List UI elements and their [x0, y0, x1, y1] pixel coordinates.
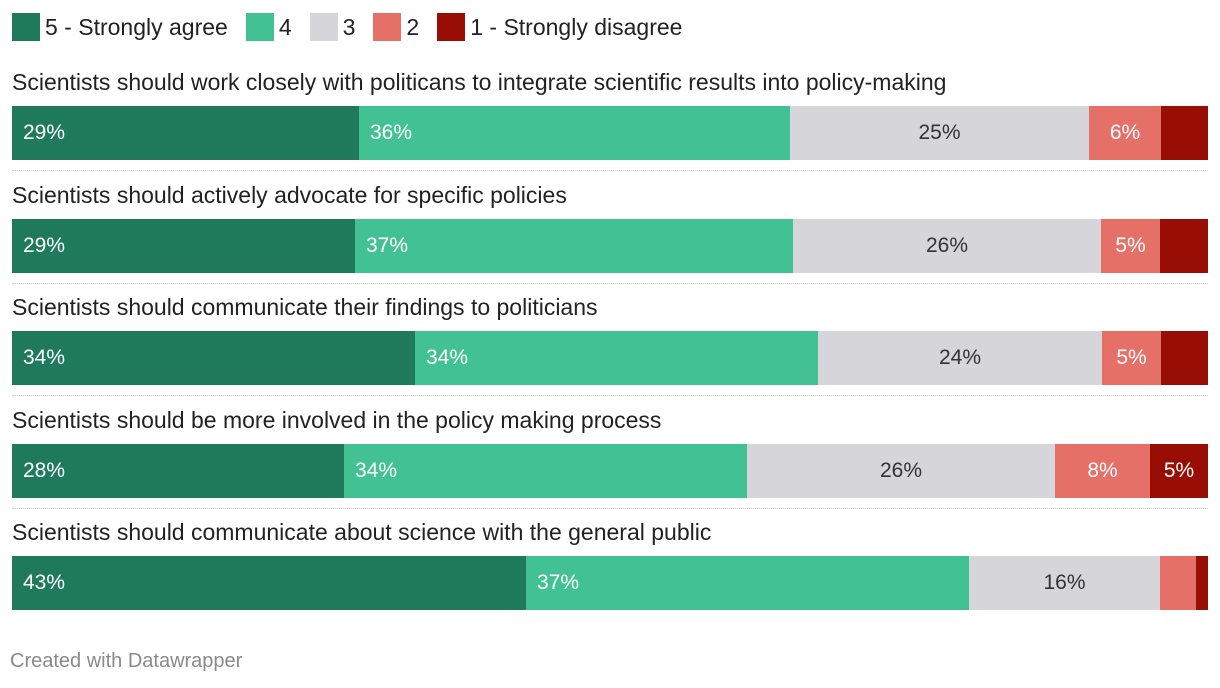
- bar-segment: 5%: [1101, 218, 1160, 273]
- bar-segment: [1161, 106, 1208, 160]
- bar-segment: 6%: [1089, 106, 1161, 160]
- bar-segment: 25%: [790, 106, 1089, 160]
- data-label: 34%: [23, 346, 66, 369]
- bar-segment: 5%: [1150, 443, 1208, 498]
- bar-segment: 43%: [12, 556, 526, 610]
- bar-row: 43% 37% 16%: [12, 556, 1208, 610]
- datawrapper-credit: Created with Datawrapper: [10, 650, 243, 672]
- data-label: 25%: [918, 121, 961, 144]
- bar-segment: 8%: [1055, 443, 1150, 498]
- bar-row: 29% 36% 25% 6%: [12, 106, 1208, 160]
- row-title: Scientists should work closely with poli…: [12, 69, 947, 95]
- legend-label: 5 - Strongly agree: [45, 13, 228, 40]
- legend-item: 4: [245, 13, 292, 41]
- data-label: 8%: [1087, 458, 1118, 482]
- row-separator: [12, 170, 1208, 171]
- legend-label: 3: [342, 13, 356, 40]
- bar-segment: 36%: [359, 106, 790, 160]
- legend-swatch: [373, 13, 402, 41]
- data-label: 5%: [1115, 233, 1146, 257]
- bar-segment: [1160, 218, 1208, 273]
- bar-row: 29% 37% 26% 5%: [12, 218, 1208, 273]
- bar-segment: 37%: [355, 218, 793, 273]
- data-label: 26%: [925, 233, 969, 257]
- bar-segment: 29%: [12, 106, 359, 160]
- row-title: Scientists should communicate their find…: [12, 294, 598, 320]
- row-separator: [12, 507, 1208, 509]
- data-label: 36%: [370, 121, 413, 144]
- data-label: 37%: [366, 233, 409, 257]
- bar-segment: 34%: [415, 331, 818, 385]
- row-title: Scientists should be more involved in th…: [12, 406, 662, 433]
- legend-item: 1 - Strongly disagree: [437, 13, 682, 41]
- legend-label: 4: [278, 13, 292, 40]
- data-label: 28%: [23, 458, 66, 482]
- legend-swatch: [437, 13, 466, 41]
- legend-label: 1 - Strongly disagree: [470, 13, 683, 40]
- bar-segment: 24%: [818, 331, 1102, 385]
- data-label: 29%: [23, 233, 66, 257]
- data-label: 37%: [537, 571, 580, 594]
- legend: 5 - Strongly agree 4 3 2 1 - Strongly disagr…: [12, 12, 700, 42]
- bar-row: 28% 34% 26% 8% 5%: [12, 443, 1208, 498]
- row-separator: [12, 282, 1208, 284]
- legend-swatch: [12, 13, 40, 41]
- bar-segment: 5%: [1102, 331, 1161, 385]
- legend-item: 2: [373, 13, 419, 41]
- data-label: 43%: [23, 571, 66, 594]
- legend-swatch: [245, 13, 274, 41]
- bar-segment: 29%: [12, 218, 355, 273]
- row-title: Scientists should communicate about scie…: [12, 519, 712, 545]
- bar-segment: [1161, 331, 1208, 385]
- data-label: 5%: [1116, 346, 1147, 369]
- bar-segment: 16%: [969, 556, 1160, 610]
- data-label: 34%: [355, 458, 398, 482]
- data-label: 34%: [426, 346, 469, 369]
- data-label: 29%: [23, 121, 66, 144]
- row-separator: [12, 395, 1208, 396]
- stacked-bar-chart: Scientists should work closely with poli…: [12, 0, 1208, 620]
- data-label: 24%: [938, 346, 982, 369]
- bar-segment: 34%: [12, 331, 415, 385]
- bar-segment: [1160, 556, 1196, 610]
- bar-row: 34% 34% 24% 5%: [12, 331, 1208, 385]
- data-label: 5%: [1163, 458, 1195, 482]
- bar-segment: 26%: [747, 443, 1055, 498]
- legend-swatch: [309, 13, 338, 41]
- bar-segment: 26%: [793, 218, 1101, 273]
- data-label: 16%: [1043, 571, 1086, 594]
- data-label: 6%: [1109, 121, 1141, 144]
- legend-item: 5 - Strongly agree: [12, 13, 228, 41]
- row-title: Scientists should actively advocate for …: [12, 181, 567, 208]
- bar-segment: 37%: [526, 556, 969, 610]
- legend-item: 3: [309, 13, 356, 41]
- legend-label: 2: [406, 13, 420, 40]
- bar-segment: [1196, 556, 1208, 610]
- data-label: 26%: [879, 458, 923, 482]
- bar-segment: 28%: [12, 443, 344, 498]
- bar-segment: 34%: [344, 443, 747, 498]
